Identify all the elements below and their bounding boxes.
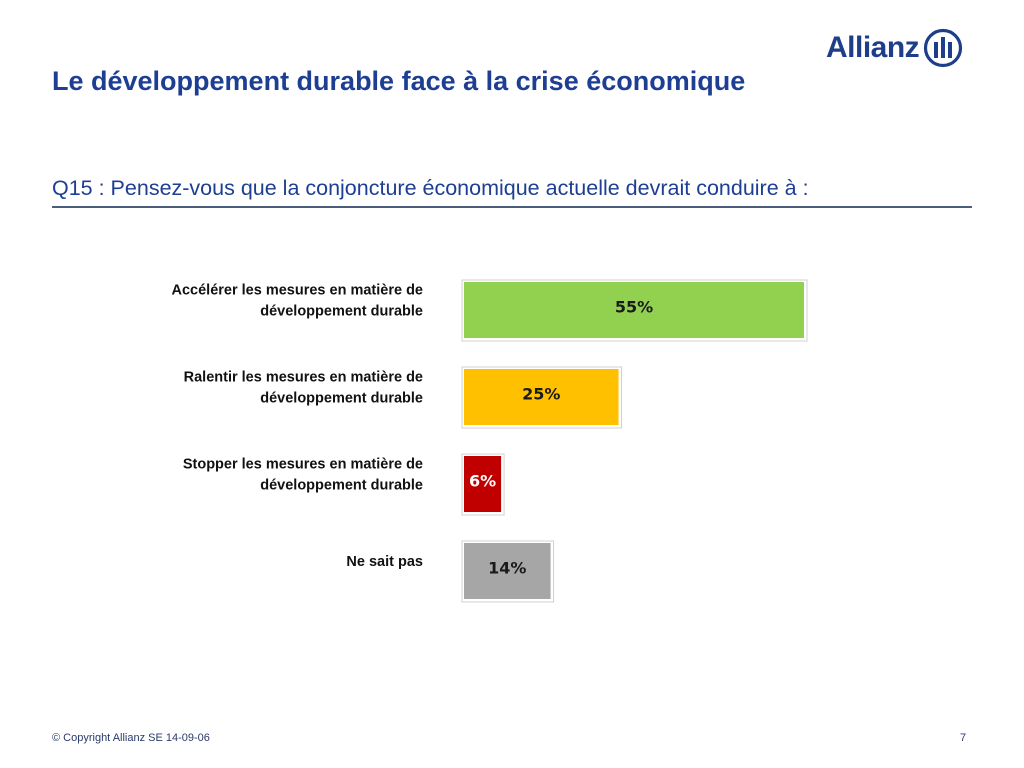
question-text: Q15 : Pensez-vous que la conjoncture éco… xyxy=(52,176,809,200)
page-title: Le développement durable face à la crise… xyxy=(52,66,746,96)
page-number: 7 xyxy=(960,732,967,744)
bar-value-label: 25% xyxy=(522,385,560,404)
bar xyxy=(464,456,502,512)
allianz-emblem-icon xyxy=(924,28,963,68)
category-label: Accélérer les mesures en matière de dével… xyxy=(172,283,423,320)
allianz-logo-text: Allianz xyxy=(826,31,920,64)
allianz-logo: Allianz xyxy=(826,28,963,68)
bar xyxy=(464,369,619,425)
category-label: Ralentir les mesures en matière de dévelo… xyxy=(184,370,423,407)
bar-value-label: 6% xyxy=(469,472,496,491)
bar-value-label: 55% xyxy=(615,298,653,317)
title-divider xyxy=(52,206,972,208)
bar xyxy=(464,282,804,338)
bar xyxy=(464,543,551,599)
category-label: Stopper les mesures en matière de dévelop… xyxy=(183,457,423,494)
copyright-footer: © Copyright Allianz SE 14-09-06 xyxy=(52,732,210,744)
bar-value-label: 14% xyxy=(488,559,526,578)
category-label: Ne sait pas xyxy=(346,554,423,570)
